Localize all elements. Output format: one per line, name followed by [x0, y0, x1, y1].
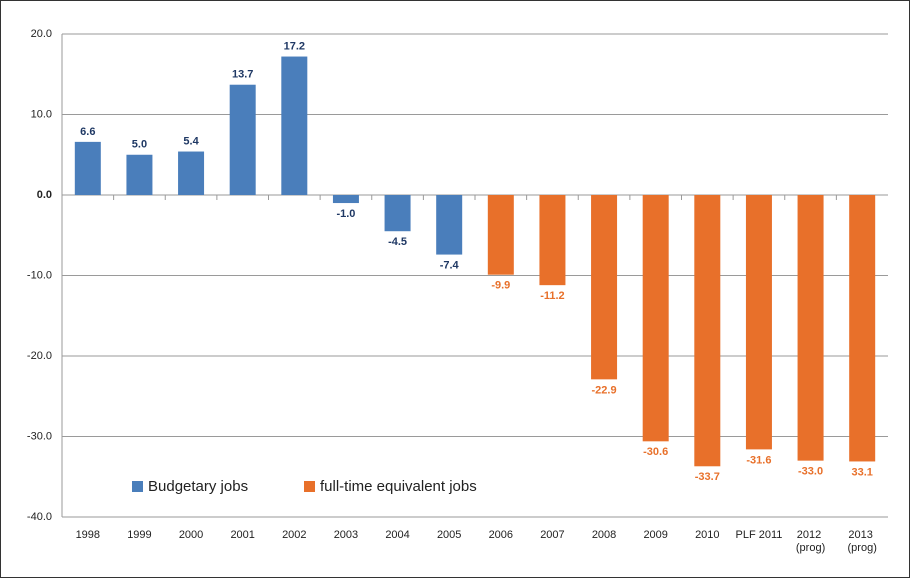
- bar: [797, 195, 824, 461]
- y-tick-label: -20.0: [27, 350, 52, 362]
- x-tick-label: 2002: [282, 529, 306, 541]
- data-label: -22.9: [592, 384, 617, 396]
- data-label: 13.7: [232, 69, 253, 81]
- y-tick-label: -30.0: [27, 430, 52, 442]
- x-tick-label: PLF 2011: [735, 529, 782, 541]
- bar: [591, 195, 618, 380]
- y-tick-label: 0.0: [37, 189, 52, 201]
- data-label: 17.2: [284, 40, 305, 52]
- x-tick-label: 2007: [540, 529, 564, 541]
- x-tick-label: 1999: [127, 529, 151, 541]
- x-tick-label: 2008: [592, 529, 616, 541]
- bar: [178, 151, 205, 195]
- bar: [281, 56, 308, 195]
- bar: [487, 195, 514, 275]
- bar: [229, 84, 256, 195]
- data-label: -30.6: [643, 446, 668, 458]
- bar: [436, 195, 463, 255]
- bar: [539, 195, 566, 286]
- bar: [694, 195, 721, 467]
- bar: [849, 195, 876, 462]
- data-label: -7.4: [440, 259, 460, 271]
- x-tick-label: 2005: [437, 529, 461, 541]
- legend-label: full-time equivalent jobs: [320, 478, 477, 495]
- data-label: 5.4: [183, 135, 199, 147]
- data-label: 5.0: [132, 139, 147, 151]
- data-label: -1.0: [336, 208, 355, 220]
- y-tick-label: 10.0: [31, 108, 52, 120]
- data-label: 6.6: [80, 126, 95, 138]
- x-tick-label: 2000: [179, 529, 203, 541]
- bar: [332, 195, 359, 204]
- x-tick-label: 2012 (prog): [796, 529, 825, 554]
- bar: [642, 195, 669, 442]
- data-label: -33.0: [798, 466, 823, 478]
- bar: [126, 154, 153, 195]
- x-tick-label: 1998: [76, 529, 100, 541]
- data-label: -4.5: [388, 236, 407, 248]
- legend-swatch: [304, 481, 315, 492]
- data-label: 33.1: [851, 466, 872, 478]
- bar: [74, 141, 101, 195]
- data-label: -33.7: [695, 471, 720, 483]
- bar: [384, 195, 411, 232]
- bar: [745, 195, 772, 450]
- x-tick-label: 2010: [695, 529, 719, 541]
- data-label: -11.2: [540, 290, 564, 302]
- legend-label: Budgetary jobs: [148, 478, 248, 495]
- data-label: -9.9: [491, 280, 510, 292]
- x-tick-label: 2001: [230, 529, 254, 541]
- x-tick-label: 2013 (prog): [848, 529, 877, 554]
- y-tick-label: -40.0: [27, 511, 52, 523]
- data-label: -31.6: [746, 454, 771, 466]
- x-tick-label: 2006: [489, 529, 513, 541]
- y-tick-label: -10.0: [27, 269, 52, 281]
- legend-swatch: [132, 481, 143, 492]
- x-tick-label: 2004: [385, 529, 409, 541]
- x-tick-label: 2003: [334, 529, 358, 541]
- y-tick-label: 20.0: [31, 28, 52, 40]
- x-tick-label: 2009: [643, 529, 667, 541]
